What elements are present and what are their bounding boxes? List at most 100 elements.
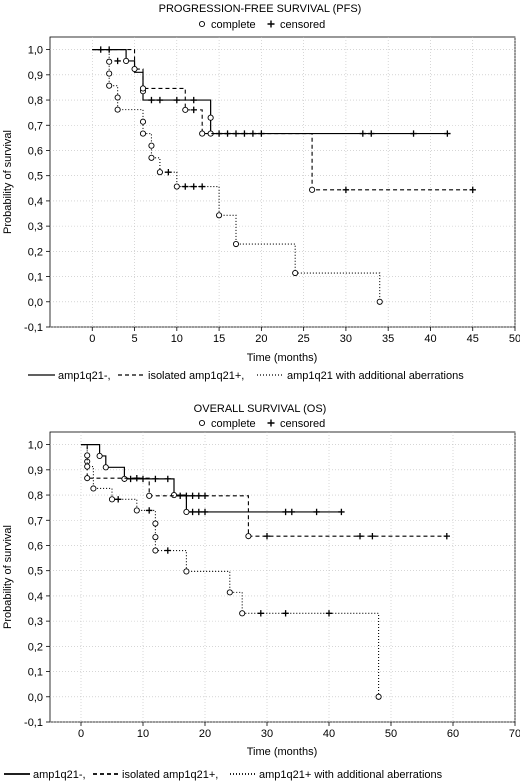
censor-marker (105, 46, 113, 53)
event-marker (183, 508, 190, 515)
x-tick-label: 20 (255, 333, 267, 345)
complete-legend-marker (198, 20, 206, 28)
os-panel: OVERALL SURVIVAL (OS) complete censored … (2, 403, 520, 781)
censor-marker (127, 475, 134, 483)
censor-marker (198, 183, 206, 190)
y-tick-label: 0,4 (28, 591, 43, 603)
event-marker (84, 463, 91, 470)
censor-marker (201, 508, 209, 516)
censored-legend-label: censored (280, 19, 325, 31)
event-marker (139, 130, 147, 137)
y-tick-label: 0,9 (28, 465, 43, 477)
censor-marker (282, 508, 289, 516)
event-marker (148, 154, 155, 161)
pfs-series (92, 46, 476, 305)
x-tick-label: 30 (261, 728, 273, 740)
os-title: OVERALL SURVIVAL (OS) (194, 403, 327, 415)
event-marker (226, 589, 233, 596)
censor-marker (444, 130, 451, 137)
y-tick-label: 0,1 (28, 667, 43, 679)
event-marker (245, 533, 252, 540)
censor-marker (359, 130, 367, 137)
pfs-x-axis-label: Time (months) (247, 352, 318, 364)
os-series-legend: amp1q21-, isolated amp1q21+, amp1q21+ wi… (4, 769, 443, 781)
y-tick-label: 0,3 (28, 616, 43, 628)
event-marker (114, 106, 121, 113)
y-tick-label: 0,0 (28, 297, 43, 309)
event-marker (232, 240, 240, 248)
censor-marker (190, 183, 197, 190)
event-marker (108, 496, 116, 503)
x-tick-label: 20 (199, 728, 211, 740)
y-tick-label: -0,1 (24, 322, 43, 334)
x-tick-label: 10 (137, 728, 149, 740)
series-line-dashed (81, 444, 447, 537)
os-y-ticks: -0,1 0,0 0,1 0,2 0,3 0,4 0,5 0,6 0,7 0,8 0,9 1,0 (24, 440, 50, 729)
censor-marker (152, 475, 159, 483)
event-marker (152, 520, 159, 527)
os-y-axis-label: Probability of survival (2, 525, 14, 629)
event-marker (90, 485, 97, 492)
x-tick-label: 50 (509, 333, 520, 345)
event-marker (106, 82, 113, 89)
x-tick-label: 35 (382, 333, 394, 345)
pfs-marker-legend: complete censored (198, 19, 325, 31)
censor-marker (133, 474, 140, 482)
y-tick-label: 0,7 (28, 515, 43, 527)
event-marker (152, 547, 159, 554)
x-tick-label: 40 (424, 333, 436, 345)
censor-marker (325, 610, 333, 617)
y-tick-label: 0,3 (28, 221, 43, 233)
event-marker (156, 169, 163, 176)
y-tick-label: 0,5 (28, 566, 43, 578)
pfs-grid (50, 37, 516, 328)
event-marker (173, 183, 180, 190)
censor-marker (195, 492, 202, 499)
event-marker (199, 130, 206, 137)
legend-label: amp1q21-, (33, 769, 86, 781)
event-marker (309, 186, 316, 193)
event-marker (182, 106, 189, 113)
os-series (81, 444, 450, 700)
x-tick-label: 45 (467, 333, 479, 345)
censor-marker (282, 610, 289, 617)
censor-marker (443, 532, 450, 540)
event-marker (84, 475, 91, 482)
censor-marker (313, 508, 320, 516)
pfs-panel: PROGRESSION-FREE SURVIVAL (PFS) complete… (2, 3, 520, 382)
censor-marker (182, 183, 189, 190)
complete-legend-label: complete (211, 19, 256, 31)
y-tick-label: 0,4 (28, 196, 43, 208)
event-marker (133, 507, 140, 514)
x-tick-label: 10 (171, 333, 183, 345)
y-tick-label: 0,1 (28, 272, 43, 284)
censor-marker (114, 57, 121, 65)
os-x-axis-label: Time (months) (247, 746, 318, 758)
event-marker (121, 475, 128, 482)
censor-marker (356, 532, 364, 540)
event-marker (183, 568, 190, 575)
series-line-dotted (92, 49, 381, 302)
y-tick-label: 0,0 (28, 692, 43, 704)
event-marker (102, 464, 109, 471)
censor-marker (189, 508, 196, 516)
censor-marker (183, 492, 190, 499)
censor-marker (201, 492, 209, 499)
event-marker (123, 57, 130, 65)
pfs-x-ticks: 0 5 10 15 20 25 30 35 40 45 50 (89, 327, 520, 345)
y-tick-label: 0,2 (28, 246, 43, 258)
censor-marker (190, 106, 197, 114)
censor-marker (115, 496, 122, 503)
x-tick-label: 40 (323, 728, 335, 740)
event-marker (139, 118, 147, 125)
censor-marker (97, 46, 104, 53)
x-tick-label: 30 (340, 333, 352, 345)
censor-marker (257, 610, 264, 617)
censor-marker (195, 508, 202, 516)
censor-marker (177, 492, 184, 499)
pfs-series-legend: amp1q21-, isolated amp1q21+, amp1q21 wit… (28, 370, 464, 382)
event-marker (146, 492, 153, 499)
x-tick-label: 0 (78, 728, 84, 740)
censor-marker (369, 532, 376, 540)
